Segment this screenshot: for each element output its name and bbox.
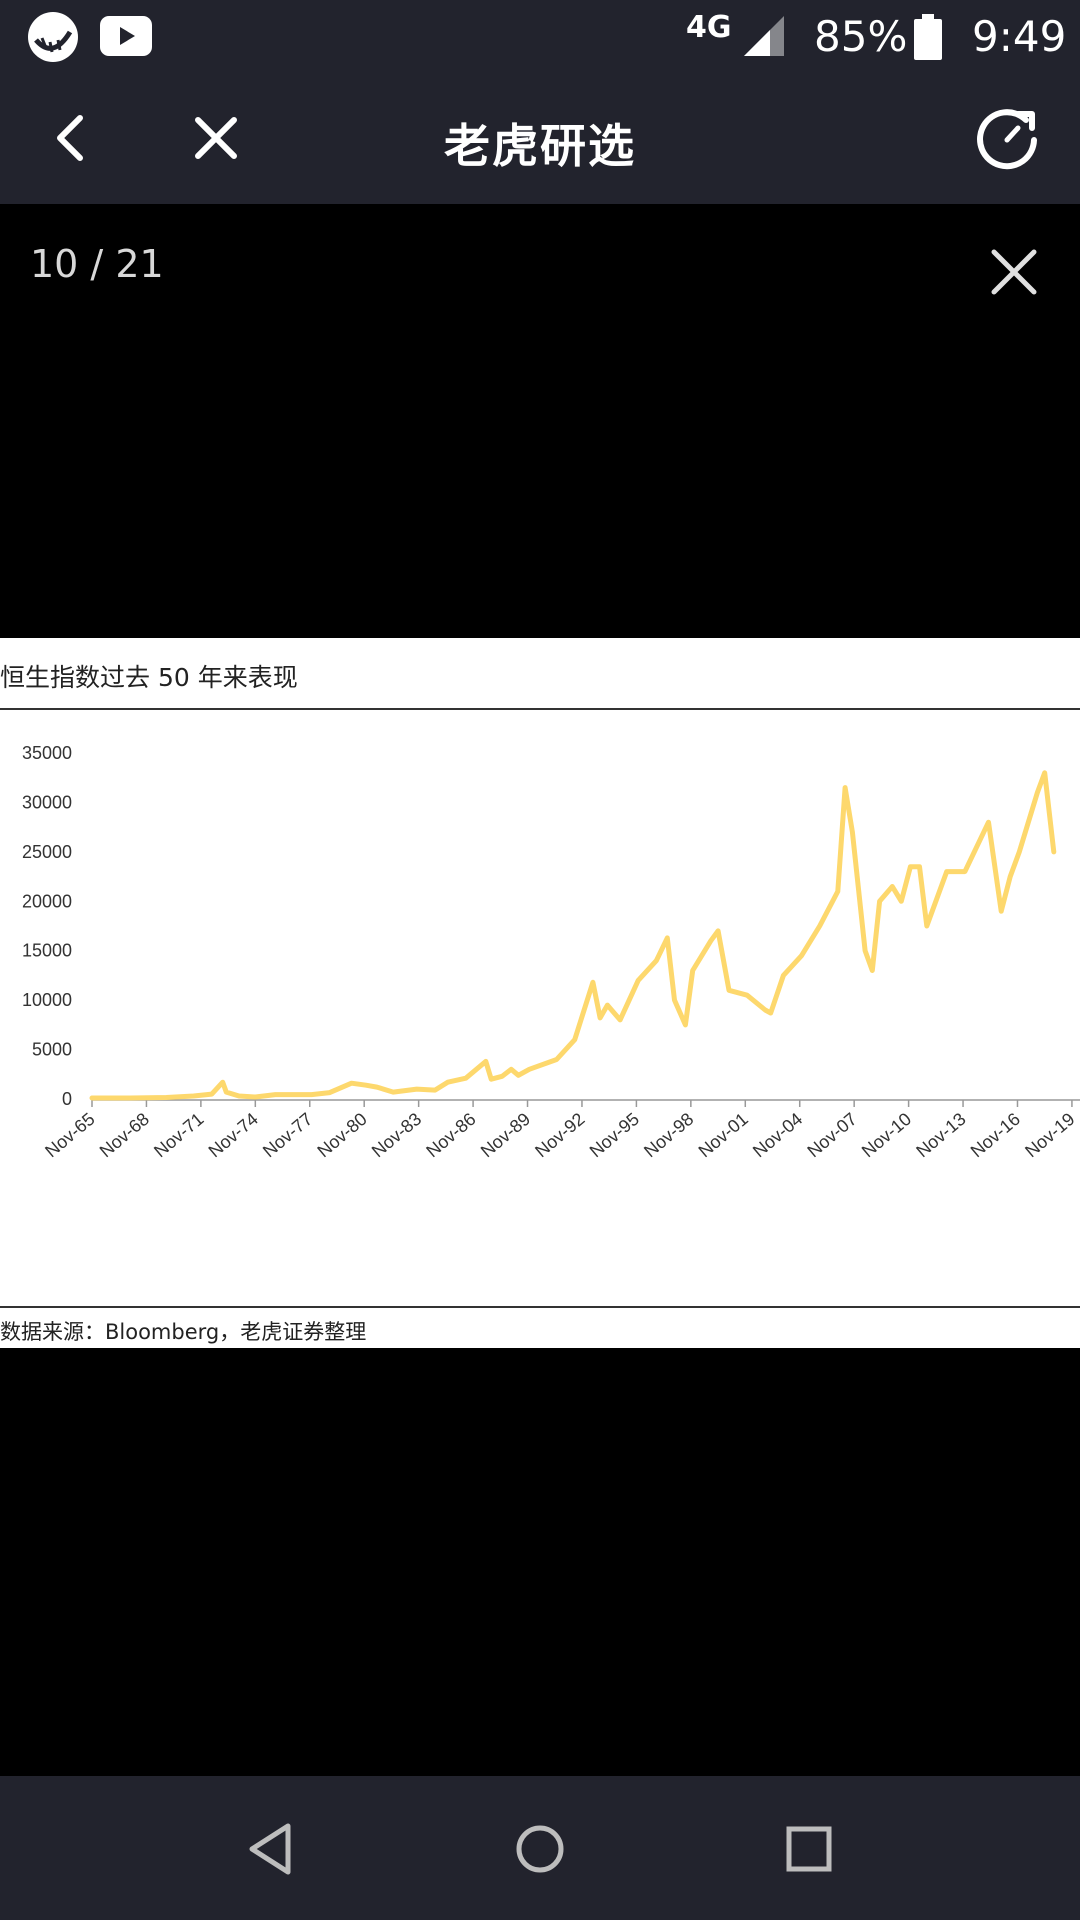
x-tick-label: Nov-01: [695, 1109, 752, 1162]
divider: [0, 1306, 1080, 1308]
battery-icon: [914, 14, 942, 60]
x-tick-label: Nov-07: [803, 1109, 860, 1162]
back-icon[interactable]: [40, 106, 104, 170]
battery-percent: 85%: [814, 12, 908, 61]
x-tick-label: Nov-95: [586, 1109, 643, 1162]
chart-source: 数据来源：Bloomberg，老虎证券整理: [0, 1320, 367, 1344]
y-tick-label: 30000: [22, 792, 72, 812]
nav-home-icon[interactable]: [505, 1814, 575, 1884]
series-line: [89, 770, 1057, 1101]
close-icon[interactable]: [184, 106, 248, 170]
x-tick-label: Nov-10: [858, 1109, 915, 1162]
x-tick-label: Nov-92: [531, 1109, 588, 1162]
x-tick-label: Nov-89: [477, 1109, 534, 1162]
youtube-icon: [100, 16, 152, 56]
x-tick-label: Nov-74: [205, 1109, 262, 1162]
line-chart: 0 5000 10000 15000 20000 25000 30000 35000 Nov-6…: [22, 743, 1080, 1162]
x-tick-label: Nov-13: [912, 1109, 969, 1162]
x-tick-label: Nov-71: [150, 1109, 207, 1162]
x-tick-label: Nov-80: [313, 1109, 370, 1162]
nav-back-icon[interactable]: [236, 1814, 306, 1884]
clock: 9:49: [972, 12, 1067, 61]
y-tick-label: 20000: [22, 891, 72, 911]
y-tick-label: 10000: [22, 990, 72, 1010]
x-tick-label: Nov-68: [96, 1109, 153, 1162]
y-tick-label: 0: [62, 1089, 72, 1109]
x-tick-label: Nov-86: [422, 1109, 479, 1162]
x-tick-label: Nov-77: [259, 1109, 316, 1162]
x-tick-label: Nov-04: [749, 1109, 806, 1162]
close-viewer-icon[interactable]: [984, 242, 1044, 302]
app-logo-icon: [28, 12, 78, 62]
nav-recents-icon[interactable]: [774, 1814, 844, 1884]
y-tick-label: 25000: [22, 842, 72, 862]
signal-icon: [744, 16, 784, 56]
x-tick-label: Nov-98: [640, 1109, 697, 1162]
page-title: 老虎研选: [444, 119, 636, 173]
x-tick-label: Nov-65: [41, 1109, 98, 1162]
navigation-bar: [0, 1776, 1080, 1920]
x-tick-label: Nov-83: [368, 1109, 425, 1162]
chart-title: 恒生指数过去 50 年来表现: [0, 663, 298, 692]
x-tick-label: Nov-16: [967, 1109, 1024, 1162]
y-tick-label: 5000: [32, 1040, 72, 1060]
x-tick-label: Nov-19: [1021, 1109, 1078, 1162]
network-type: 4G: [686, 10, 732, 45]
y-tick-label: 15000: [22, 941, 72, 961]
chart-image: 恒生指数过去 50 年来表现 0 5000 10000 15000 20000 25000…: [0, 638, 1080, 1348]
divider: [0, 708, 1080, 710]
refresh-icon[interactable]: [974, 104, 1044, 174]
app-header: 老虎研选: [0, 70, 1080, 204]
image-counter: 10 / 21: [30, 242, 164, 286]
y-tick-label: 35000: [22, 743, 72, 763]
image-viewer: 10 / 21 恒生指数过去 50 年来表现 0 5000 10000 15000 20…: [0, 204, 1080, 1776]
status-bar: 4G 85% 9:49: [0, 0, 1080, 70]
